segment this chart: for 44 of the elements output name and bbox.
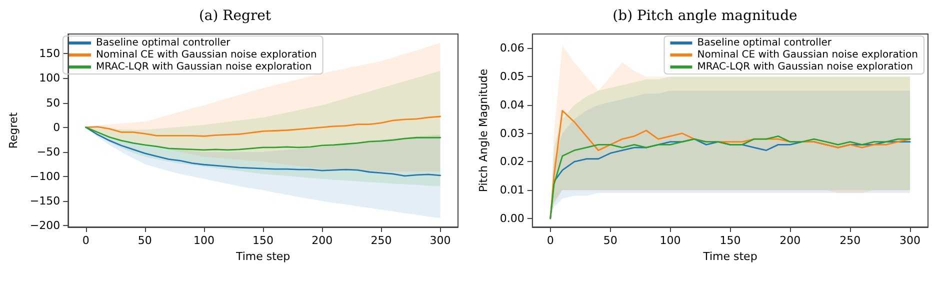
y-axis-title: Pitch Angle Magnitude (477, 68, 490, 192)
x-tick-label: 300 (900, 234, 921, 247)
y-tick-label: −100 (30, 170, 60, 183)
y-tick-label: 0 (53, 120, 60, 134)
y-tick-label: 0.06 (500, 42, 524, 55)
line-series (85, 116, 441, 137)
x-tick-label: 150 (252, 234, 274, 247)
legend-label: MRAC-LQR with Gaussian noise exploration (697, 62, 913, 72)
x-axis-title: Time step (702, 250, 758, 263)
chart-title: (b) Pitch angle magnitude (612, 8, 798, 24)
y-tick-label: 0.03 (500, 126, 524, 140)
chart-title: (a) Regret (198, 8, 272, 24)
x-tick-label: 50 (138, 234, 152, 247)
x-axis-title: Time step (234, 250, 290, 263)
y-tick-label: −150 (30, 194, 60, 208)
x-tick-label: 150 (720, 234, 741, 247)
x-tick-label: 100 (660, 234, 681, 247)
y-tick-label: 0.05 (500, 70, 524, 84)
y-tick-label: 0.01 (500, 184, 524, 197)
legend-label: Baseline optimal controller (697, 38, 832, 48)
line-series (85, 126, 441, 177)
x-tick-label: 250 (840, 234, 861, 247)
y-tick-label: 100 (39, 72, 60, 85)
y-tick-label: 150 (39, 47, 60, 60)
y-tick-label: 0.04 (500, 98, 524, 112)
legend-label: Nominal CE with Gaussian noise exploration (96, 50, 317, 60)
y-axis-title: Regret (7, 112, 20, 149)
y-tick-label: 0.00 (500, 212, 524, 225)
y-tick-label: −50 (36, 145, 60, 158)
legend-label: Nominal CE with Gaussian noise exploration (697, 50, 918, 60)
x-tick-label: 50 (603, 234, 618, 247)
x-tick-label: 0 (82, 234, 90, 247)
x-tick-label: 200 (780, 234, 801, 247)
legend-label: MRAC-LQR with Gaussian noise exploration (96, 62, 312, 72)
x-tick-label: 200 (312, 234, 333, 247)
x-tick-label: 100 (193, 234, 214, 247)
y-tick-label: −200 (30, 219, 60, 232)
x-tick-label: 0 (546, 234, 554, 247)
legend-label: Baseline optimal controller (96, 38, 232, 48)
x-tick-label: 250 (370, 234, 392, 247)
line-series (85, 126, 441, 151)
y-tick-label: 50 (46, 96, 60, 110)
y-tick-label: 0.02 (500, 155, 524, 168)
x-tick-label: 300 (430, 234, 451, 247)
